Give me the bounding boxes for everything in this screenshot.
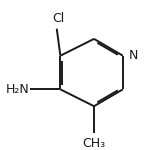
Text: CH₃: CH₃	[82, 137, 106, 150]
Text: N: N	[129, 49, 138, 62]
Text: H₂N: H₂N	[5, 83, 29, 96]
Text: Cl: Cl	[52, 12, 64, 25]
